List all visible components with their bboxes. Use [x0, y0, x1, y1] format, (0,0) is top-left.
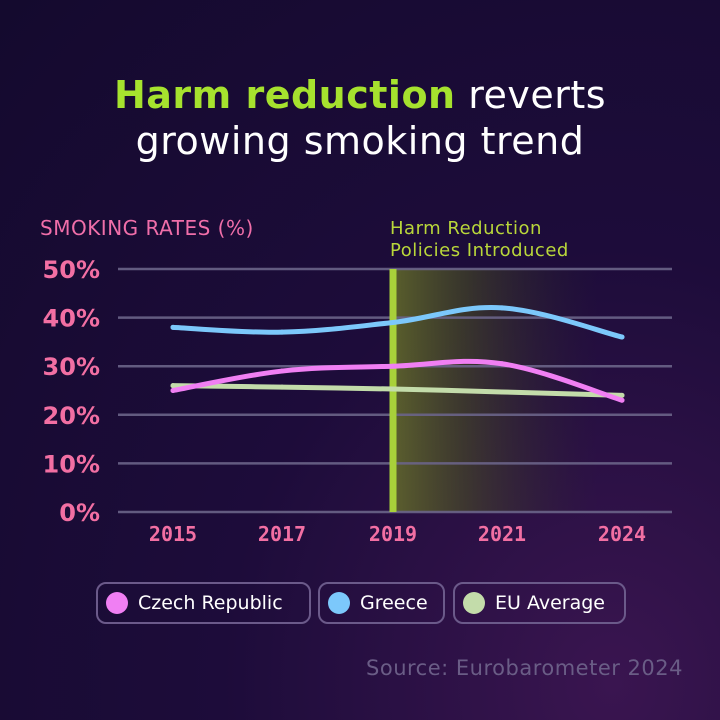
point-greece-2015 [170, 324, 176, 330]
title-highlight: Harm reduction [113, 73, 456, 117]
x-tick-label-2019: 2019 [369, 522, 417, 546]
legend-label-czech-republic: Czech Republic [138, 592, 283, 614]
point-eu-average-2019 [390, 386, 396, 392]
greece-swatch [328, 592, 350, 614]
policy-annotation: Harm Reduction Policies Introduced [390, 218, 569, 262]
y-tick-label-20: 20% [43, 402, 100, 430]
point-eu-average-2024 [619, 392, 625, 398]
point-greece-2017 [279, 329, 285, 335]
legend-item-eu-average: EU Average [453, 582, 626, 624]
title-rest: reverts [455, 73, 607, 117]
y-tick-label-50: 50% [43, 256, 100, 284]
y-tick-label-40: 40% [43, 305, 100, 333]
point-eu-average-2021 [499, 389, 505, 395]
legend-label-eu-average: EU Average [495, 592, 605, 614]
point-greece-2021 [499, 305, 505, 311]
y-tick-label-10: 10% [43, 450, 100, 478]
point-czech-republic-2015 [170, 388, 176, 393]
y-axis-title: SMOKING RATES (%) [40, 216, 254, 240]
point-greece-2024 [619, 334, 625, 340]
annotation-line2: Policies Introduced [390, 240, 569, 261]
legend-label-greece: Greece [360, 592, 428, 614]
legend-item-czech-republic: Czech Republic [96, 582, 311, 624]
legend-item-greece: Greece [318, 582, 445, 624]
y-tick-label-0: 0% [59, 499, 100, 527]
y-tick-label-30: 30% [43, 353, 100, 381]
title-line2: growing smoking trend [135, 119, 585, 163]
x-tick-label-2024: 2024 [598, 522, 646, 546]
point-eu-average-2017 [279, 384, 285, 390]
x-tick-label-2021: 2021 [478, 522, 526, 546]
x-tick-label-2015: 2015 [149, 522, 197, 546]
point-czech-republic-2019 [390, 363, 396, 369]
chart-title: Harm reduction reverts growing smoking t… [0, 72, 720, 164]
point-eu-average-2015 [170, 383, 176, 389]
x-tick-label-2017: 2017 [258, 522, 306, 546]
point-czech-republic-2017 [279, 368, 285, 374]
annotation-line1: Harm Reduction [390, 218, 542, 239]
source-note: Source: Eurobarometer 2024 [366, 656, 683, 680]
point-czech-republic-2021 [499, 361, 505, 367]
czech-republic-swatch [106, 592, 128, 614]
eu-average-swatch [463, 592, 485, 614]
point-czech-republic-2024 [619, 397, 625, 403]
point-greece-2019 [390, 319, 396, 325]
